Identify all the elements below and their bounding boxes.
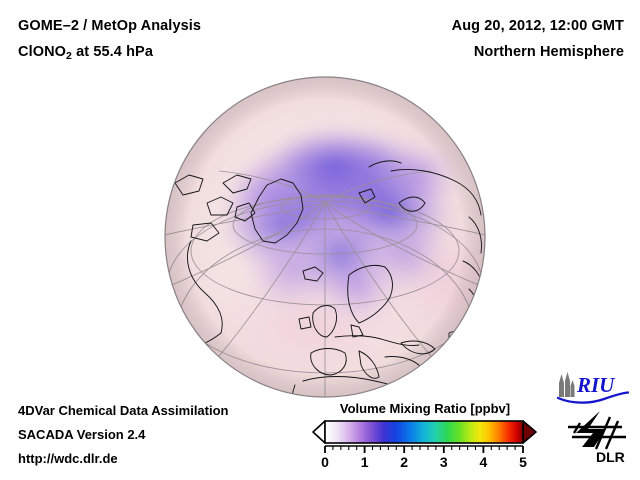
dlr-wordmark: DLR: [596, 449, 625, 465]
colorbar-tick-label: 2: [400, 454, 408, 470]
colorbar-gradient: [325, 421, 523, 443]
colorbar-max-arrow: [522, 420, 537, 444]
cathedral-spires-icon: [559, 372, 575, 397]
colorbar-tick-label: 0: [321, 454, 329, 470]
colorbar-min-arrow: [312, 420, 326, 444]
riu-logo: RIU: [556, 371, 630, 405]
colorbar-tick-labels: 0 1 2 3 4 5: [321, 454, 527, 470]
colorbar: 0 1 2 3 4 5: [310, 419, 540, 471]
colorbar-tick-label: 4: [480, 454, 488, 470]
colorbar-tick-label: 3: [440, 454, 448, 470]
version-label: SACADA Version 2.4: [18, 427, 146, 442]
species-level-label: ClONO2 at 55.4 hPa: [18, 44, 153, 62]
colorbar-ticks: [324, 445, 524, 453]
pressure-level: at 55.4 hPa: [71, 44, 153, 60]
colorbar-frame: [324, 420, 524, 444]
globe-limb: [164, 76, 486, 398]
globe-map: [163, 75, 487, 399]
species-name: ClONO: [18, 44, 67, 60]
dlr-logo: DLR: [566, 409, 630, 465]
riu-swoosh-icon: [556, 391, 630, 404]
dlr-mark-icon: [568, 411, 626, 450]
colorbar-tick-label: 1: [361, 454, 369, 470]
colorbar-title: Volume Mixing Ratio [ppbv]: [339, 401, 511, 416]
species-subscript: 2: [66, 49, 72, 62]
data-center-url[interactable]: http://wdc.dlr.de: [18, 451, 118, 466]
page-title: GOME–2 / MetOp Analysis: [18, 18, 202, 34]
colorbar-tick-label: 5: [519, 454, 527, 470]
region-label: Northern Hemisphere: [473, 44, 624, 60]
riu-wordmark: RIU: [576, 373, 616, 397]
datetime-label: Aug 20, 2012, 12:00 GMT: [451, 18, 624, 34]
assimilation-method-label: 4DVar Chemical Data Assimilation: [18, 403, 229, 418]
